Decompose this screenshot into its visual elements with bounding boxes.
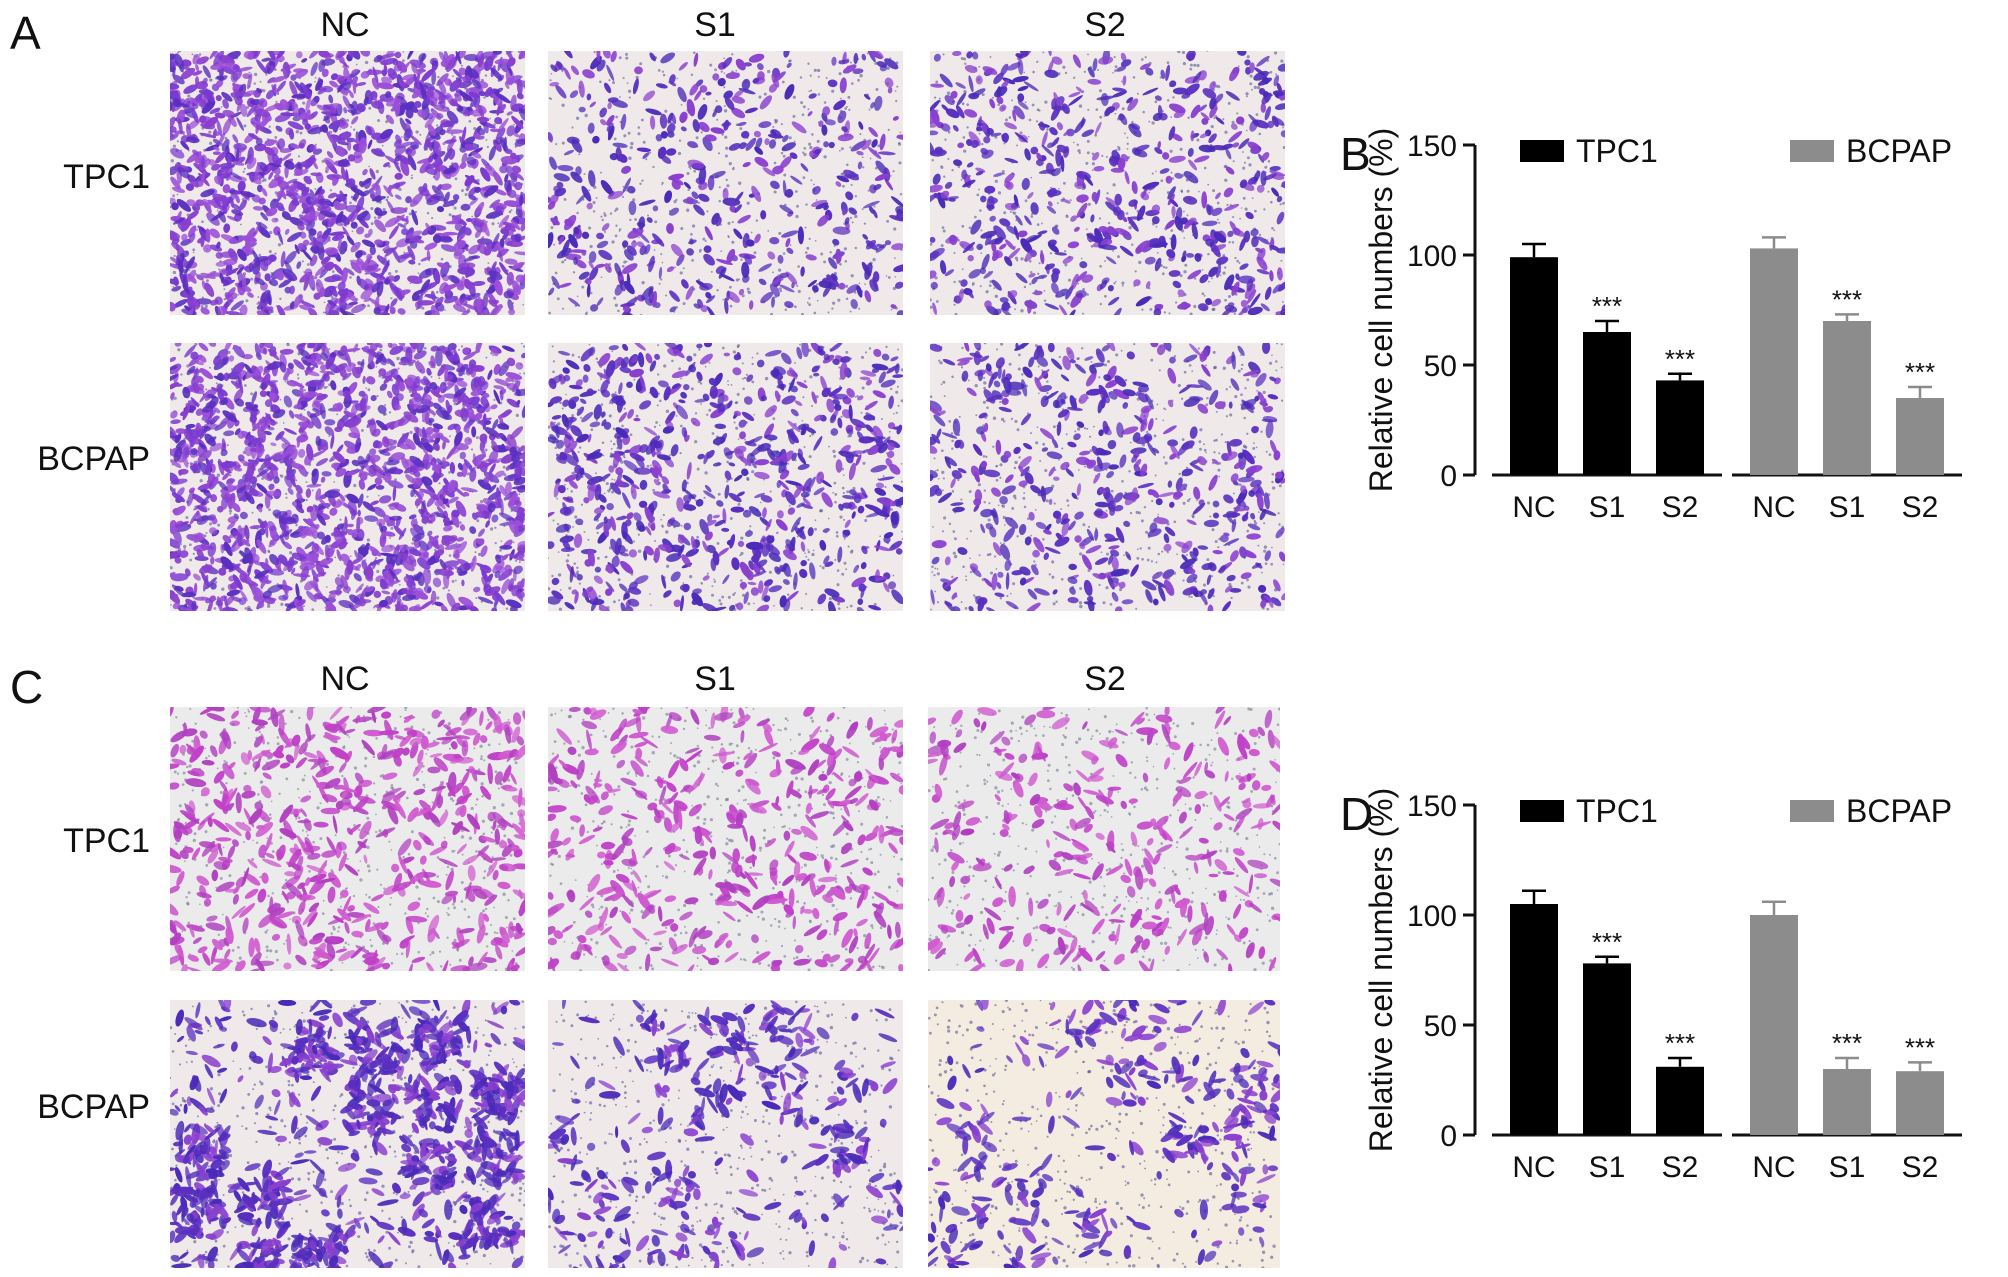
chart-b-y-tick-label: 150 [1407,130,1457,163]
micrograph-c-bcpap-s1 [548,1000,903,1268]
micrograph-c-tpc1-s1 [548,707,903,971]
panel-a-row-bcpap: BCPAP [37,440,150,478]
chart-d-y-tick-label: 50 [1424,1010,1457,1043]
chart-b: B 0 50 100 150 Relative cell numbers (%) NC ***… [1330,120,1990,540]
chart-d-x-tick-label: S1 [1829,1151,1866,1184]
chart-b-y-tick-label: 0 [1440,460,1457,493]
micrograph-c-bcpap-s2 [928,1000,1280,1268]
chart-d-legend-swatch [1520,800,1564,822]
panel-c-col-nc: NC [320,660,370,698]
chart-b-x-tick-label: NC [1512,491,1555,524]
panel-c-col-s1: S1 [694,660,736,698]
chart-d-significance: *** [1665,1028,1695,1058]
chart-b-x-tick-label: S1 [1589,491,1626,524]
chart-b-significance: *** [1665,344,1695,374]
chart-b-significance: *** [1592,291,1622,321]
chart-d-significance: *** [1592,927,1622,957]
chart-b-significance: *** [1905,357,1935,387]
chart-b-bar [1823,321,1871,475]
chart-b-y-tick-label: 50 [1424,350,1457,383]
chart-d-bar [1823,1069,1871,1135]
panel-a-col-s2: S2 [1084,6,1126,44]
chart-d-y-tick-label: 100 [1407,900,1457,933]
chart-d-legend-label: BCPAP [1846,793,1952,829]
micrograph-c-tpc1-s2 [928,707,1280,971]
panel-letter-d: D [1340,788,1373,840]
chart-b-legend-label: TPC1 [1576,133,1658,169]
chart-b-y-label: Relative cell numbers (%) [1363,128,1399,493]
micrograph-a-tpc1-s1 [548,51,903,315]
panel-letter-a: A [10,7,41,59]
panel-a-col-nc: NC [320,6,370,44]
chart-d-x-tick-label: S2 [1662,1151,1699,1184]
chart-d-bar [1896,1071,1944,1135]
micrograph-a-bcpap-nc [170,343,525,611]
chart-b-x-tick-label: NC [1752,491,1795,524]
chart-b-legend-swatch [1790,140,1834,162]
chart-d-significance: *** [1832,1028,1862,1058]
chart-d-legend-label: TPC1 [1576,793,1658,829]
chart-d-x-tick-label: NC [1752,1151,1795,1184]
chart-d-bar [1750,915,1798,1135]
chart-b-bar [1750,248,1798,475]
panel-c-row-tpc1: TPC1 [63,822,150,860]
chart-b-bar [1583,332,1631,475]
micrograph-a-bcpap-s2 [930,343,1285,611]
chart-b-bar [1896,398,1944,475]
chart-d-significance: *** [1905,1032,1935,1062]
panel-letter-b: B [1340,128,1371,180]
panel-c-row-bcpap: BCPAP [37,1088,150,1126]
panel-a-col-s1: S1 [694,6,736,44]
chart-b-legend-label: BCPAP [1846,133,1952,169]
chart-d-y-tick-label: 0 [1440,1120,1457,1153]
panel-a-row-tpc1: TPC1 [63,158,150,196]
chart-d-legend-swatch [1790,800,1834,822]
chart-d: D 0 50 100 150 Relative cell numbers (%) NC ***… [1330,780,1990,1200]
micrograph-a-bcpap-s1 [548,343,903,611]
chart-b-legend-swatch [1520,140,1564,162]
chart-d-x-tick-label: S1 [1589,1151,1626,1184]
micrograph-c-tpc1-nc [170,707,525,971]
chart-b-x-tick-label: S2 [1662,491,1699,524]
chart-d-x-tick-label: S2 [1902,1151,1939,1184]
chart-b-significance: *** [1832,284,1862,314]
chart-b-bar [1656,380,1704,475]
chart-d-x-tick-label: NC [1512,1151,1555,1184]
chart-d-bar [1583,963,1631,1135]
chart-b-y-tick-label: 100 [1407,240,1457,273]
micrograph-a-tpc1-nc [170,51,525,315]
chart-d-y-label: Relative cell numbers (%) [1363,788,1399,1153]
chart-d-bar [1656,1066,1704,1135]
micrograph-a-tpc1-s2 [930,51,1285,315]
chart-d-bar [1510,904,1558,1135]
panel-c-col-s2: S2 [1084,660,1126,698]
chart-b-bar [1510,257,1558,475]
micrograph-c-bcpap-nc [170,1000,525,1268]
chart-d-y-tick-label: 150 [1407,790,1457,823]
panel-letter-c: C [10,661,44,713]
chart-b-x-tick-label: S2 [1902,491,1939,524]
chart-b-x-tick-label: S1 [1829,491,1866,524]
